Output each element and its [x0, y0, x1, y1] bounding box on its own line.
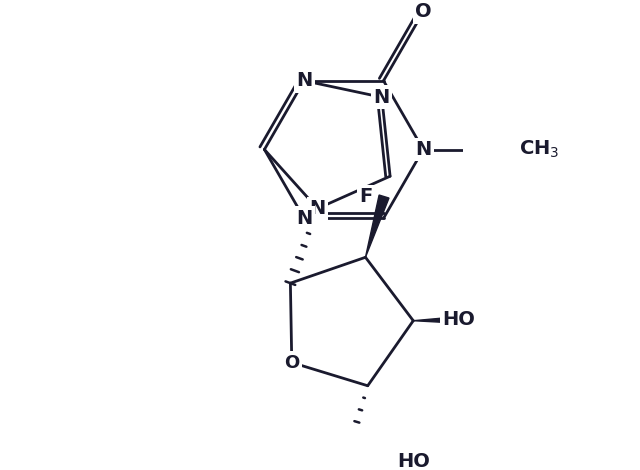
Polygon shape: [413, 314, 485, 325]
Text: N: N: [374, 88, 390, 107]
Text: O: O: [284, 353, 300, 372]
Text: CH$_3$: CH$_3$: [518, 139, 559, 160]
Text: F: F: [359, 187, 372, 206]
Polygon shape: [365, 195, 389, 257]
Text: N: N: [415, 140, 431, 159]
Text: N: N: [296, 71, 312, 90]
Text: HO: HO: [397, 453, 431, 470]
Text: N: N: [296, 209, 312, 228]
Text: HO: HO: [442, 310, 475, 329]
Text: O: O: [415, 2, 431, 22]
Text: N: N: [309, 199, 326, 218]
